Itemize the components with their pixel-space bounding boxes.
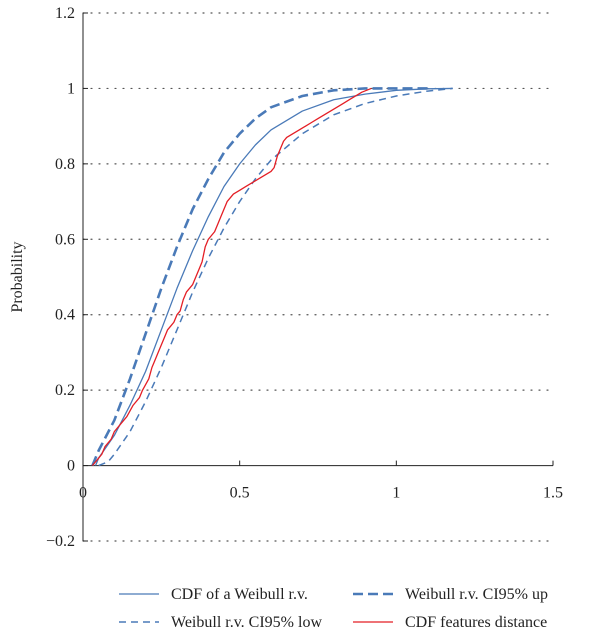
y-tick-label-0: −0.2 <box>46 533 75 550</box>
y-tick-label-1: 0 <box>67 458 75 475</box>
x-tick-label-3: 1.5 <box>543 485 563 502</box>
x-tick-label-1: 0.5 <box>230 485 250 502</box>
legend-label-0: CDF of a Weibull r.v. <box>171 586 308 603</box>
series-line-1 <box>98 87 453 467</box>
axes <box>82 12 554 542</box>
y-tick-label-2: 0.2 <box>55 382 75 399</box>
series-line-0 <box>94 87 453 466</box>
tick-labels: −0.2 0 0.2 0.4 0.6 0.8 1 1.2 0 0.5 1 1.5 <box>46 5 563 550</box>
y-axis-title: Probability <box>9 241 26 312</box>
series-line-2 <box>91 87 428 467</box>
x-tick-label-2: 1 <box>392 485 400 502</box>
legend-label-1: Weibull r.v. CI95% low <box>171 614 322 631</box>
y-tick-label-6: 1 <box>67 80 75 97</box>
legend-label-3: CDF features distance <box>405 614 547 631</box>
y-tick-label-7: 1.2 <box>55 5 75 22</box>
y-tick-label-3: 0.4 <box>55 307 75 324</box>
y-tick-label-5: 0.8 <box>55 156 75 173</box>
series-line-3 <box>91 87 372 466</box>
legend: CDF of a Weibull r.v. Weibull r.v. CI95% … <box>119 586 548 631</box>
y-tick-label-4: 0.6 <box>55 231 75 248</box>
grid-lines <box>82 12 554 542</box>
legend-label-2: Weibull r.v. CI95% up <box>405 586 548 603</box>
x-tick-label-0: 0 <box>79 485 87 502</box>
series-lines <box>91 87 453 467</box>
